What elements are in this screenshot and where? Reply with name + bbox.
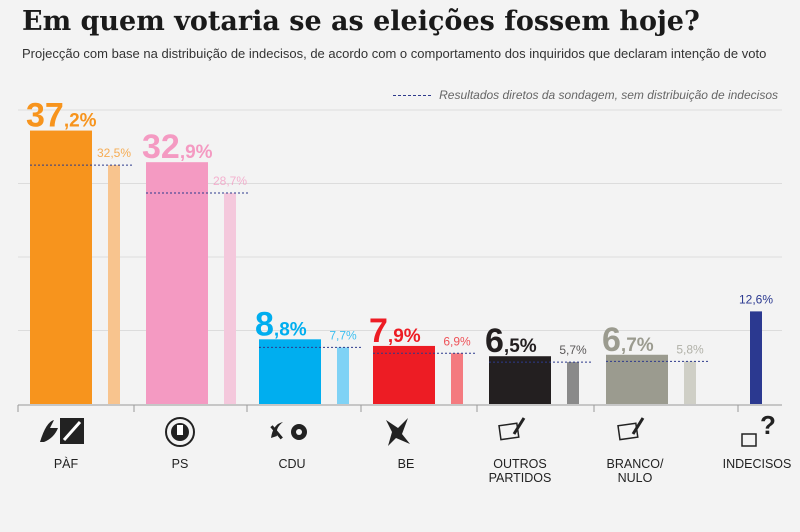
bar-projection (259, 339, 321, 404)
chart-title: Em quem votaria se as eleições fossem ho… (22, 6, 700, 37)
bar-projection (30, 130, 92, 404)
ballot-icon (498, 417, 526, 441)
party-label: INDECISOS (722, 457, 792, 471)
bar-direct (337, 347, 349, 404)
paf-logo-icon (40, 418, 84, 444)
party-label: BRANCO/ NULO (606, 457, 664, 485)
legend: Resultados diretos da sondagem, sem dist… (393, 88, 778, 102)
cdu-hammer-sickle-icon (270, 422, 307, 440)
party-label: CDU (278, 457, 306, 471)
data-label-direct: 32,5% (97, 146, 131, 160)
data-label-direct: 6,9% (443, 334, 471, 348)
data-label-projection: 32,9% (142, 128, 213, 166)
svg-text:?: ? (760, 410, 776, 440)
bar-direct (684, 361, 696, 404)
be-star-icon (386, 418, 410, 446)
chart-subtitle: Projecção com base na distribuição de in… (22, 46, 767, 61)
data-label-direct: 5,8% (676, 342, 704, 356)
legend-label: Resultados diretos da sondagem, sem dist… (439, 88, 778, 102)
party-label: PàF (53, 457, 79, 471)
data-label-projection: 7,9% (369, 312, 421, 350)
bar-projection (606, 354, 668, 404)
ballot-blank-icon (617, 417, 645, 441)
bar-direct (567, 362, 579, 404)
data-label-projection: 37,2% (26, 97, 97, 135)
party-label: BE (397, 457, 415, 471)
data-label-direct: 12,6% (739, 292, 773, 306)
bar-direct (750, 311, 762, 404)
data-label-projection: 6,7% (602, 321, 654, 359)
bar-projection (489, 356, 551, 404)
question-ballot-icon: ? (741, 410, 776, 447)
party-label: OUTROS PARTIDOS (488, 457, 552, 485)
bar-direct (224, 193, 236, 404)
legend-dashed-line (393, 94, 432, 96)
data-label-direct: 5,7% (559, 343, 587, 357)
bar-direct (108, 165, 120, 404)
party-label: PS (171, 457, 189, 471)
bar-projection (373, 345, 435, 404)
data-label-direct: 28,7% (213, 174, 247, 188)
data-label-projection: 6,5% (485, 322, 537, 360)
bar-direct (451, 353, 463, 404)
data-label-direct: 7,7% (329, 328, 357, 342)
bar-projection (146, 162, 208, 404)
ps-logo-icon (165, 417, 195, 447)
data-label-projection: 8,8% (255, 305, 307, 343)
